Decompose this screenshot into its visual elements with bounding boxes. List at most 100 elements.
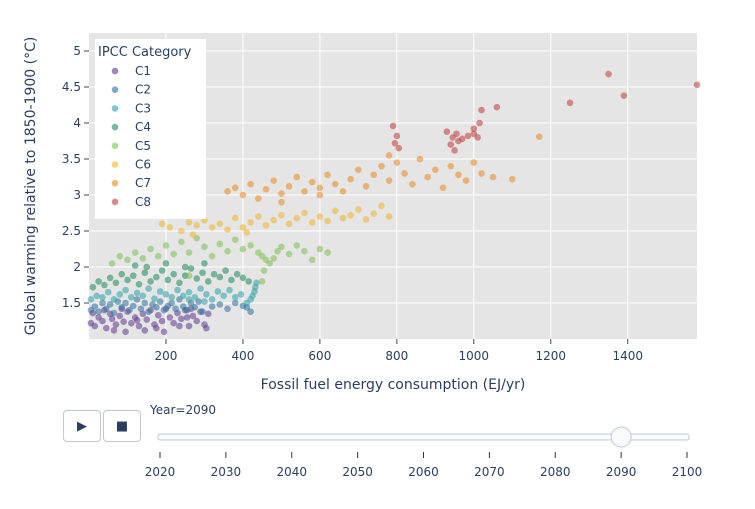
data-point — [133, 316, 141, 324]
data-point — [293, 214, 301, 222]
data-point — [93, 292, 100, 300]
data-point — [455, 171, 462, 179]
data-point — [154, 252, 162, 260]
data-point — [278, 211, 285, 219]
data-point — [162, 242, 170, 249]
data-point — [168, 293, 176, 301]
data-point — [370, 171, 378, 179]
data-point — [128, 319, 135, 327]
data-point — [395, 144, 403, 152]
data-point — [156, 298, 164, 305]
data-point — [116, 291, 124, 298]
data-point — [160, 306, 168, 314]
data-point — [172, 305, 179, 313]
data-point — [274, 247, 281, 255]
data-point — [162, 260, 170, 267]
data-point — [185, 272, 193, 279]
data-point — [185, 249, 193, 256]
data-point — [470, 125, 478, 133]
data-point — [193, 317, 201, 325]
y-tick-label: 3 — [73, 188, 81, 202]
data-point — [278, 198, 285, 206]
data-point — [120, 318, 127, 326]
data-point — [355, 206, 362, 213]
data-point — [216, 240, 224, 248]
data-point — [301, 188, 308, 195]
data-point — [260, 267, 268, 274]
data-point — [347, 175, 354, 183]
series-c3 — [87, 279, 260, 307]
slider-handle[interactable] — [610, 426, 632, 448]
data-point — [237, 291, 245, 298]
data-point — [293, 173, 301, 181]
data-point — [147, 245, 154, 253]
legend-label-c5: C5 — [135, 139, 151, 153]
data-point — [95, 308, 102, 315]
stop-button[interactable]: ■ — [103, 410, 141, 442]
data-point — [178, 227, 185, 235]
data-point — [247, 219, 254, 226]
x-axis-title: Fossil fuel energy consumption (EJ/yr) — [261, 377, 526, 393]
data-point — [222, 267, 229, 274]
data-point — [416, 155, 424, 163]
data-point — [106, 274, 114, 282]
data-point — [153, 324, 160, 332]
data-point — [101, 281, 108, 289]
data-point — [122, 328, 129, 336]
legend-label-c4: C4 — [135, 120, 151, 134]
data-point — [193, 221, 201, 229]
data-point — [285, 220, 293, 228]
data-point — [193, 275, 201, 282]
data-point — [210, 270, 218, 278]
data-point — [124, 256, 131, 264]
data-point — [189, 312, 197, 320]
slider-tick-label: 2050 — [342, 465, 373, 479]
data-point — [141, 299, 149, 307]
year-slider[interactable]: 2020 2030 2040 2050 2060 2070 2080 2090 2100 — [145, 426, 703, 479]
play-button[interactable]: ▶ — [63, 410, 101, 442]
series-c4 — [89, 260, 252, 291]
slider-rail[interactable] — [157, 433, 690, 441]
data-point — [141, 327, 149, 334]
data-point — [216, 220, 224, 228]
data-point — [339, 188, 347, 195]
legend-marker-c5 — [111, 142, 119, 150]
data-point — [168, 299, 176, 307]
data-point — [270, 216, 278, 224]
data-point — [262, 185, 270, 193]
data-point — [385, 152, 393, 159]
data-point — [324, 217, 331, 225]
data-point — [285, 250, 293, 258]
data-point — [201, 298, 208, 305]
data-point — [145, 308, 152, 315]
data-point — [493, 103, 501, 111]
data-point — [133, 289, 141, 297]
year-label: Year=2090 — [150, 403, 216, 417]
data-point — [324, 171, 331, 179]
series-c5 — [108, 234, 331, 285]
series-c6 — [158, 202, 393, 238]
data-point — [233, 270, 241, 278]
data-point — [489, 173, 497, 181]
data-point — [208, 303, 216, 310]
data-point — [231, 214, 239, 222]
data-point — [443, 128, 451, 135]
legend-label-c8: C8 — [135, 195, 151, 209]
slider-tick-label: 2040 — [276, 465, 307, 479]
legend-marker-c2 — [111, 86, 119, 93]
data-point — [170, 319, 177, 327]
data-point — [566, 99, 574, 107]
data-point — [204, 278, 212, 285]
data-point — [262, 221, 270, 229]
data-point — [116, 252, 124, 260]
data-point — [179, 292, 187, 300]
data-point — [447, 141, 455, 148]
data-point — [99, 299, 106, 307]
data-point — [208, 224, 216, 231]
data-point — [385, 177, 393, 184]
legend-marker-c3 — [111, 105, 119, 112]
data-point — [301, 247, 308, 255]
data-point — [216, 273, 224, 281]
data-point — [174, 286, 181, 294]
data-point — [201, 260, 208, 267]
